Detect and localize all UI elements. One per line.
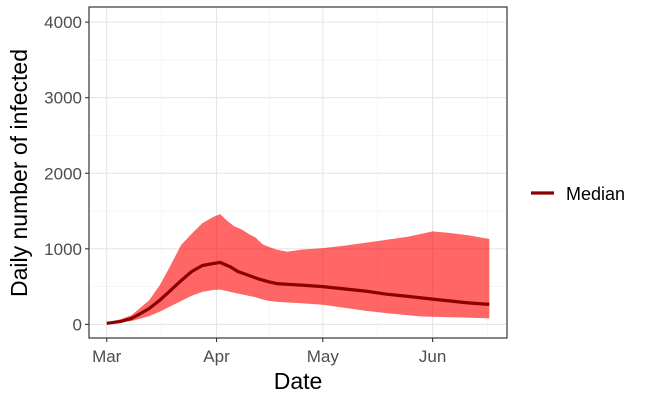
x-axis: Mar Apr May Jun — [92, 338, 446, 366]
legend-label-median: Median — [566, 184, 625, 204]
x-tick-label: May — [307, 347, 340, 366]
y-tick-label: 3000 — [44, 89, 82, 108]
legend: Median — [531, 184, 625, 204]
x-tick-label: Mar — [92, 347, 122, 366]
x-axis-title: Date — [274, 368, 323, 394]
x-tick-label: Jun — [419, 347, 446, 366]
y-tick-label: 0 — [73, 315, 82, 334]
y-tick-label: 4000 — [44, 13, 82, 32]
line-layer — [106, 260, 490, 325]
y-tick-label: 1000 — [44, 240, 82, 259]
plot-border — [88, 6, 508, 339]
y-tick-label: 2000 — [44, 164, 82, 183]
median-line — [106, 260, 490, 325]
x-tick-label: Apr — [203, 347, 230, 366]
y-axis: 0 1000 2000 3000 4000 — [44, 13, 89, 334]
y-axis-title: Daily number of infected — [6, 49, 32, 297]
